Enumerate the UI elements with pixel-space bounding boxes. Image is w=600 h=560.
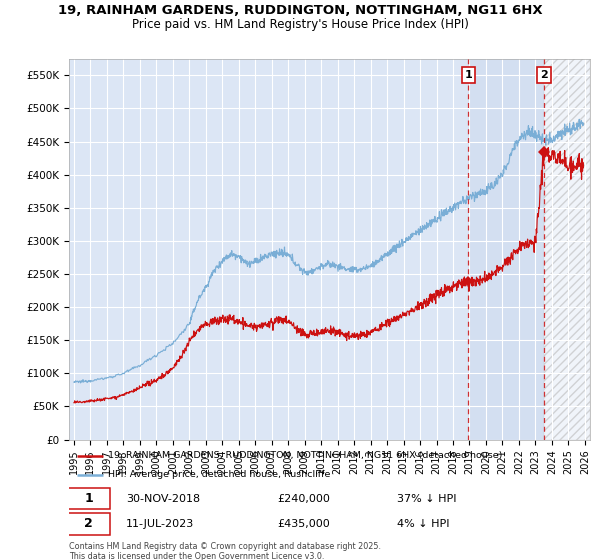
Text: 19, RAINHAM GARDENS, RUDDINGTON, NOTTINGHAM, NG11 6HX: 19, RAINHAM GARDENS, RUDDINGTON, NOTTING… [58, 4, 542, 17]
Text: 11-JUL-2023: 11-JUL-2023 [126, 519, 194, 529]
Text: Contains HM Land Registry data © Crown copyright and database right 2025.
This d: Contains HM Land Registry data © Crown c… [69, 542, 381, 560]
FancyBboxPatch shape [68, 488, 110, 510]
Text: £240,000: £240,000 [277, 494, 330, 504]
Bar [544, 59, 590, 440]
Text: 2: 2 [540, 70, 548, 80]
Text: 2: 2 [85, 517, 93, 530]
Text: 37% ↓ HPI: 37% ↓ HPI [397, 494, 457, 504]
Text: Price paid vs. HM Land Registry's House Price Index (HPI): Price paid vs. HM Land Registry's House … [131, 18, 469, 31]
Text: 30-NOV-2018: 30-NOV-2018 [126, 494, 200, 504]
Text: 1: 1 [464, 70, 472, 80]
Text: £435,000: £435,000 [277, 519, 330, 529]
Text: HPI: Average price, detached house, Rushcliffe: HPI: Average price, detached house, Rush… [108, 470, 331, 479]
FancyBboxPatch shape [68, 514, 110, 535]
Text: 4% ↓ HPI: 4% ↓ HPI [397, 519, 449, 529]
Text: 19, RAINHAM GARDENS, RUDDINGTON, NOTTINGHAM, NG11 6HX (detached house): 19, RAINHAM GARDENS, RUDDINGTON, NOTTING… [108, 451, 502, 460]
Bar [468, 59, 544, 440]
Text: 1: 1 [85, 492, 93, 505]
